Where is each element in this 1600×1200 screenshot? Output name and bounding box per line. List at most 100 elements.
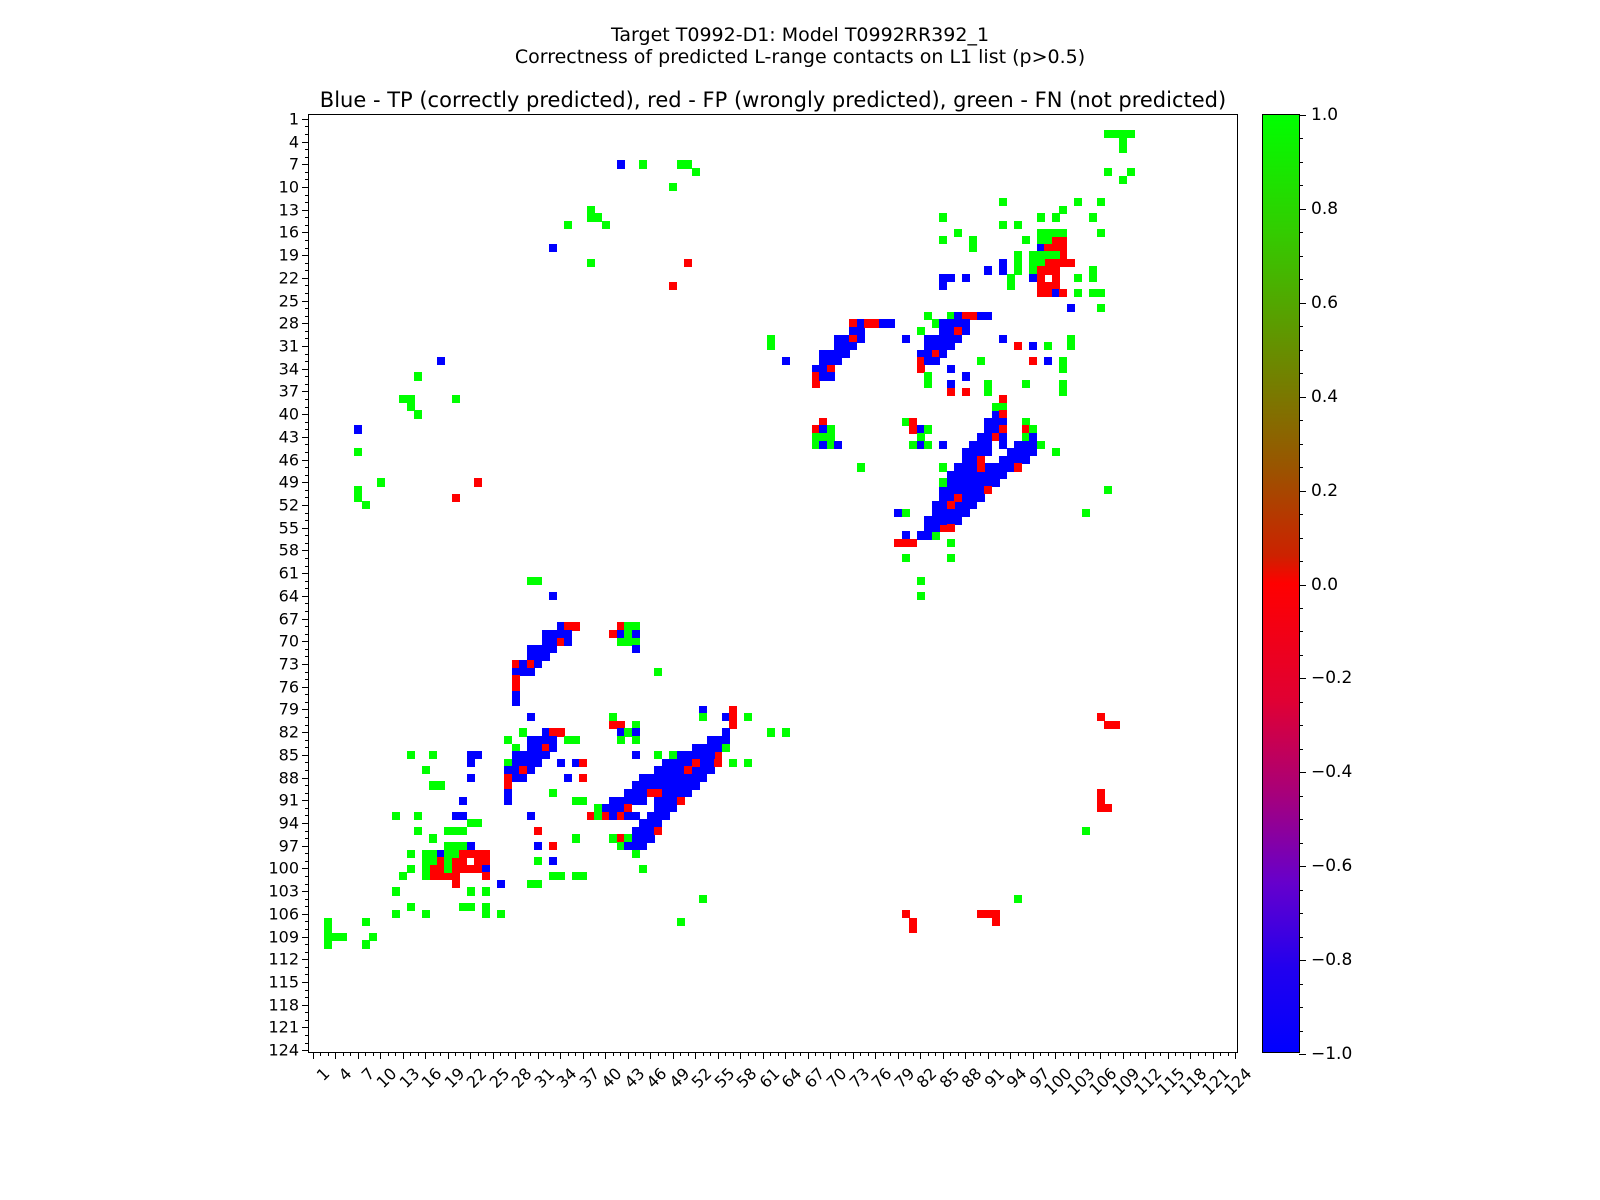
contact-cell-fp	[451, 864, 460, 873]
contact-cell-fn	[556, 872, 565, 881]
contact-cell-fn	[466, 819, 475, 828]
contact-cell-tp	[714, 735, 723, 745]
contact-cell-tp	[991, 417, 1000, 427]
contact-cell-tp	[1029, 342, 1038, 351]
x-tick-mark	[920, 1052, 922, 1059]
contact-cell-tp	[624, 796, 633, 805]
contact-cell-fn	[924, 440, 933, 449]
contact-cell-tp	[654, 773, 663, 782]
y-tick-mark	[302, 527, 309, 529]
contact-cell-tp	[511, 751, 520, 760]
y-tick-mark	[305, 421, 309, 423]
contact-cell-tp	[954, 311, 963, 321]
contact-cell-fp	[1021, 425, 1030, 434]
contact-cell-fn	[571, 834, 580, 843]
contact-cell-fn	[616, 841, 625, 851]
contact-cell-fp	[466, 849, 475, 858]
contact-cell-tp	[541, 645, 550, 654]
contact-cell-tp	[946, 493, 955, 502]
contact-cell-fn	[421, 766, 430, 775]
y-tick-mark	[305, 194, 309, 196]
contact-cell-tp	[946, 342, 955, 351]
x-tick-mark	[912, 1052, 914, 1056]
contact-cell-fp	[459, 849, 468, 858]
y-tick-mark	[302, 436, 309, 438]
contact-cell-tp	[931, 508, 940, 517]
x-tick-mark	[1070, 1052, 1072, 1056]
contact-cell-tp	[459, 811, 468, 820]
contact-cell-tp	[931, 342, 940, 351]
contact-cell-fn	[361, 501, 370, 510]
contact-cell-fp	[616, 811, 625, 820]
contact-cell-fp	[549, 728, 558, 737]
contact-cell-fn	[421, 864, 430, 873]
y-tick-mark	[302, 323, 309, 325]
contact-cell-fn	[406, 402, 415, 411]
contact-cell-fn	[444, 857, 453, 866]
contact-cell-fn	[586, 258, 595, 268]
contact-cell-tp	[631, 826, 640, 835]
y-tick-mark	[302, 141, 309, 143]
x-tick-mark	[1220, 1052, 1222, 1056]
colorbar-minor-tick-mark	[1299, 842, 1303, 844]
contact-cell-tp	[939, 440, 948, 449]
colorbar-minor-tick-mark	[1299, 232, 1303, 234]
contact-cell-tp	[661, 804, 670, 813]
contact-cell-tp	[706, 758, 715, 767]
contact-cell-tp	[961, 463, 970, 472]
contact-cell-tp	[961, 327, 970, 336]
contact-cell-fn	[1014, 221, 1023, 230]
contact-cell-tp	[511, 667, 520, 676]
contact-cell-tp	[954, 516, 963, 525]
contact-cell-tp	[1006, 463, 1015, 472]
contact-cell-tp	[684, 788, 693, 798]
contact-cell-tp	[699, 751, 708, 760]
contact-cell-fn	[624, 637, 633, 646]
contact-cell-tp	[631, 781, 640, 790]
contact-cell-fn	[1036, 228, 1045, 237]
contact-cell-fp	[459, 857, 468, 866]
x-tick-mark	[1212, 1052, 1214, 1059]
y-tick-mark	[305, 542, 309, 544]
colorbar-minor-tick-mark	[1299, 561, 1303, 563]
contact-cell-fp	[946, 523, 955, 533]
y-tick-mark	[305, 308, 309, 310]
contact-cell-fn	[1014, 894, 1023, 904]
contact-cell-fp	[684, 766, 693, 775]
contact-cell-fp	[586, 811, 595, 820]
x-tick-mark	[545, 1052, 547, 1056]
plot-title-legend: Blue - TP (correctly predicted), red - F…	[319, 88, 1227, 112]
y-tick-mark	[302, 664, 309, 665]
contact-cell-tp	[954, 486, 963, 495]
contact-cell-tp	[534, 645, 543, 654]
contact-cell-fp	[871, 319, 880, 328]
colorbar-minor-tick-mark	[1299, 607, 1303, 609]
contact-cell-fp	[999, 395, 1008, 404]
contact-cell-fn	[504, 735, 513, 745]
contact-cell-tp	[976, 478, 985, 487]
contact-cell-tp	[526, 713, 535, 722]
contact-cell-tp	[639, 773, 648, 782]
colorbar-minor-tick-mark	[1299, 983, 1303, 985]
x-tick-mark	[725, 1052, 727, 1056]
y-tick-label: 67	[278, 609, 299, 629]
x-tick-label: 1	[312, 1064, 334, 1085]
contact-cell-tp	[931, 523, 940, 533]
colorbar-tick-label: 0.2	[1311, 480, 1339, 501]
y-tick-label: 91	[278, 790, 299, 810]
contact-cell-fn	[1036, 236, 1045, 245]
contact-cell-fp	[714, 751, 723, 760]
contact-cell-tp	[894, 508, 903, 517]
contact-cell-tp	[984, 425, 993, 434]
x-tick-mark	[800, 1052, 802, 1056]
y-tick-label: 100	[268, 858, 299, 878]
contact-cell-tp	[819, 440, 828, 449]
x-tick-mark	[455, 1052, 457, 1056]
contact-cell-tp	[511, 773, 520, 782]
x-tick-mark	[1205, 1052, 1207, 1056]
contact-cell-tp	[676, 758, 685, 767]
y-tick-label: 34	[278, 359, 299, 379]
y-tick-mark	[302, 845, 309, 847]
y-tick-mark	[305, 285, 309, 287]
contact-cell-tp	[706, 743, 715, 752]
